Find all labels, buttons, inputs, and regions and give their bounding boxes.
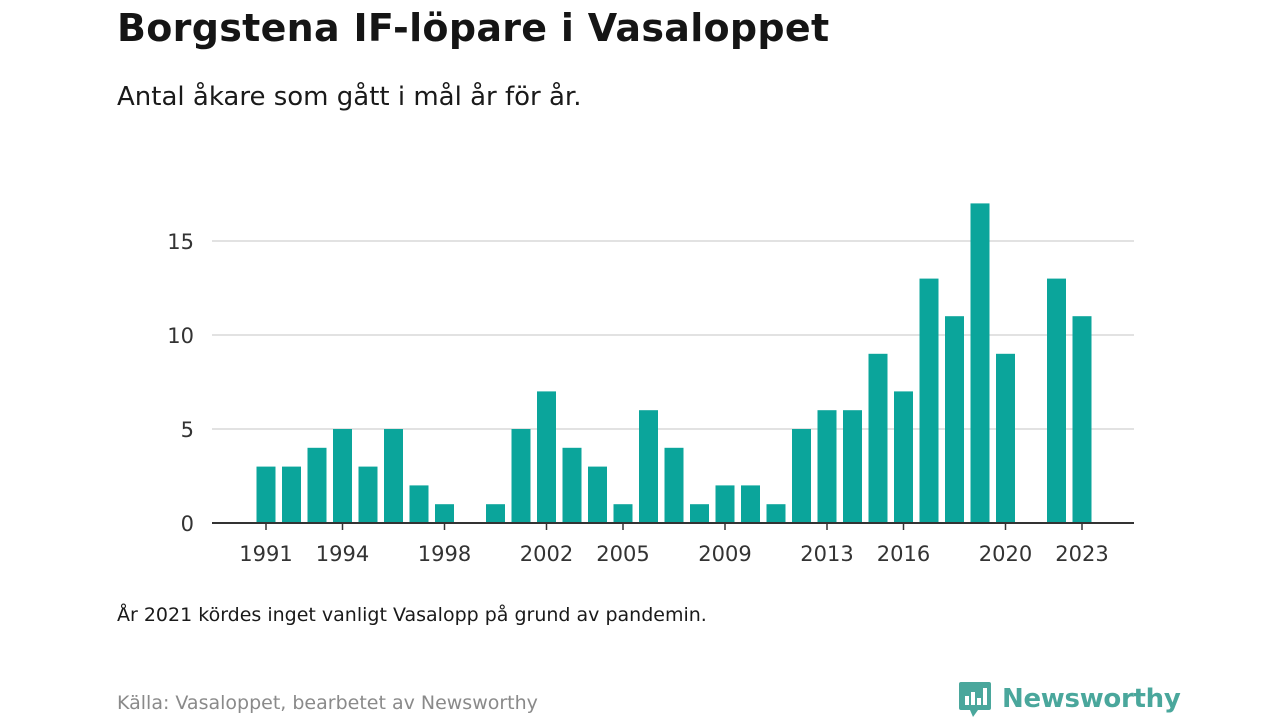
chart-footnote: År 2021 kördes inget vanligt Vasalopp på… xyxy=(117,604,707,626)
bar-2009 xyxy=(715,485,735,523)
y-tick-label-15: 15 xyxy=(167,230,194,254)
bar-1997 xyxy=(409,485,429,523)
x-tick-label-2009: 2009 xyxy=(698,542,751,566)
bar-chart: 0 5 10 15 1991 1994 1998 2002 2005 2009 2013 2016 20… xyxy=(167,203,1134,566)
x-tick-label-2023: 2023 xyxy=(1055,542,1108,566)
bar-2012 xyxy=(792,429,811,523)
bar-2022 xyxy=(1047,278,1066,523)
bar-1996 xyxy=(384,429,403,523)
bar-2006 xyxy=(639,410,658,523)
x-tick-label-1991: 1991 xyxy=(239,542,292,566)
y-tick-label-0: 0 xyxy=(181,512,194,536)
bar-1992 xyxy=(282,466,301,523)
bar-2016 xyxy=(894,391,913,523)
x-tick-label-2005: 2005 xyxy=(596,542,649,566)
y-tick-label-5: 5 xyxy=(181,418,194,442)
brand-name: Newsworthy xyxy=(1002,684,1181,714)
bar-2003 xyxy=(562,447,582,523)
bar-2018 xyxy=(945,316,964,523)
y-tick-label-10: 10 xyxy=(167,324,194,348)
newsworthy-logo[interactable]: Newsworthy xyxy=(958,680,1181,718)
chart-subtitle: Antal åkare som gått i mål år för år. xyxy=(117,82,582,112)
bar-1995 xyxy=(358,466,378,523)
x-tick-label-1994: 1994 xyxy=(316,542,369,566)
chart-title: Borgstena IF-löpare i Vasaloppet xyxy=(117,6,830,50)
bar-2020 xyxy=(996,353,1015,523)
bar-2010 xyxy=(741,485,760,523)
newsworthy-chart-bubble-icon xyxy=(959,682,991,717)
bar-1998 xyxy=(435,504,454,523)
x-tick-label-2020: 2020 xyxy=(979,542,1032,566)
bar-2004 xyxy=(588,466,607,523)
bar-2008 xyxy=(690,504,709,523)
bar-2013 xyxy=(817,410,837,523)
x-tick-label-2016: 2016 xyxy=(877,542,930,566)
bar-2017 xyxy=(919,278,939,523)
bar-1993 xyxy=(307,447,327,523)
x-tick-label-2002: 2002 xyxy=(520,542,573,566)
x-tick-label-1998: 1998 xyxy=(418,542,471,566)
bar-2023 xyxy=(1072,316,1092,523)
bar-2000 xyxy=(486,504,505,523)
bar-2002 xyxy=(537,391,556,523)
bar-2007 xyxy=(664,447,684,523)
bar-2014 xyxy=(843,410,862,523)
bar-2019 xyxy=(970,203,990,523)
bar-2001 xyxy=(511,429,531,523)
bar-1991 xyxy=(256,466,276,523)
bar-1994 xyxy=(333,429,352,523)
bar-2011 xyxy=(766,504,786,523)
bar-2015 xyxy=(868,353,888,523)
source-credit: Källa: Vasaloppet, bearbetet av Newswort… xyxy=(117,692,538,714)
bar-2005 xyxy=(613,504,633,523)
x-tick-label-2013: 2013 xyxy=(800,542,853,566)
